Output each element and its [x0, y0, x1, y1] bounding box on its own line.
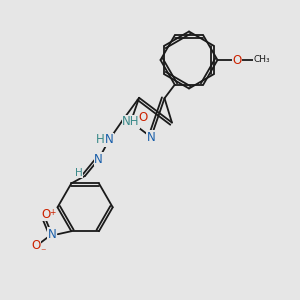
Text: O: O — [32, 239, 41, 252]
Text: NH: NH — [122, 115, 140, 128]
Text: N: N — [94, 153, 103, 166]
Text: +: + — [49, 208, 56, 217]
Text: O: O — [138, 111, 147, 124]
Text: CH₃: CH₃ — [253, 56, 270, 64]
Text: O: O — [41, 208, 50, 221]
Text: O: O — [232, 53, 242, 67]
Text: N: N — [105, 133, 113, 146]
Text: H: H — [96, 133, 105, 146]
Text: ⁻: ⁻ — [40, 247, 46, 257]
Text: N: N — [47, 228, 56, 241]
Text: H: H — [75, 168, 83, 178]
Text: N: N — [147, 130, 155, 144]
